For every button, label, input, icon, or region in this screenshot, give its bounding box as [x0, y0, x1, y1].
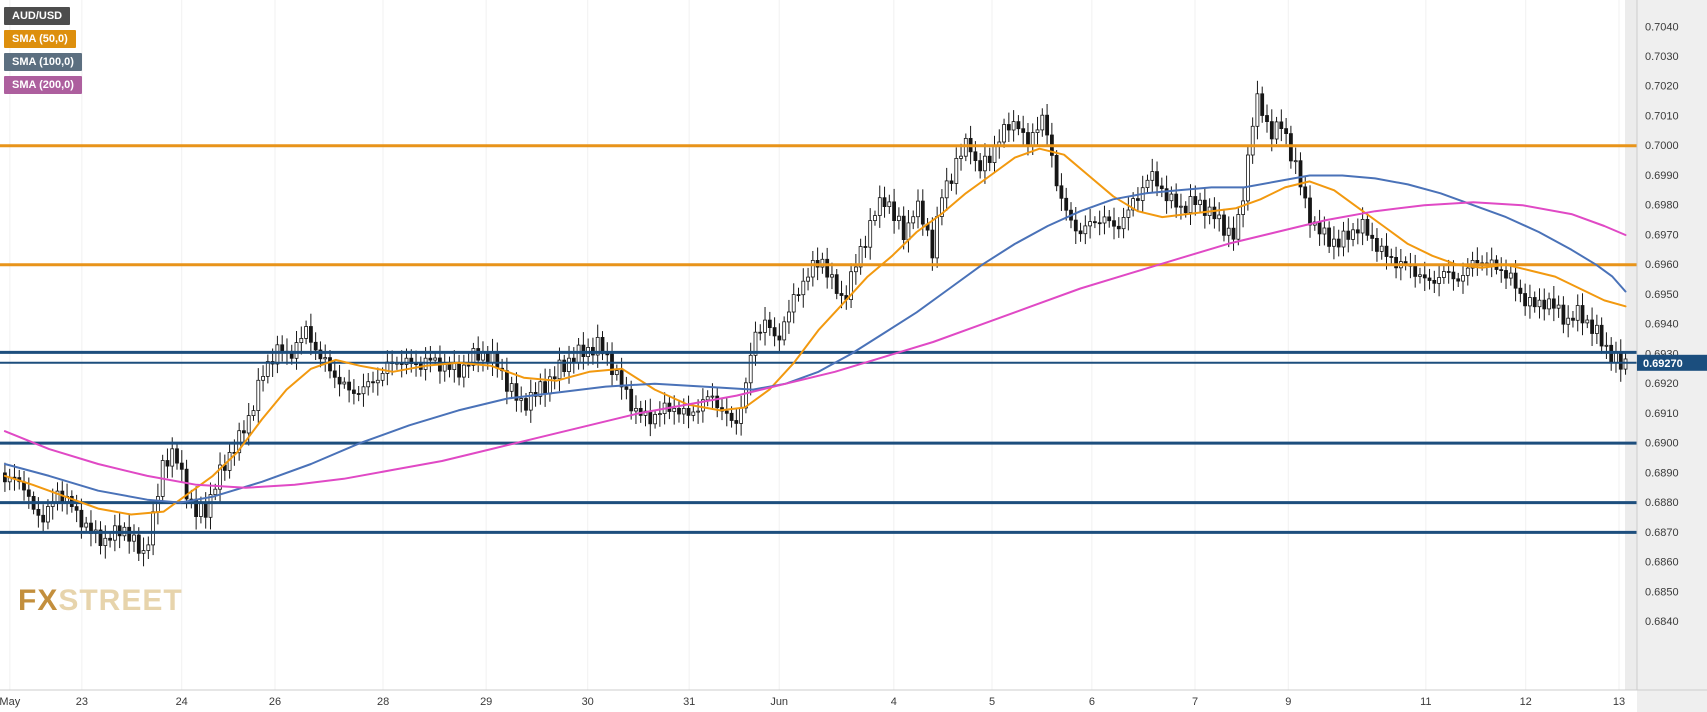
- svg-text:Jun: Jun: [770, 696, 788, 708]
- svg-text:0.6860: 0.6860: [1645, 557, 1679, 569]
- indicator-badge-sma100[interactable]: SMA (100,0): [4, 53, 82, 71]
- svg-text:0.6980: 0.6980: [1645, 200, 1679, 212]
- chart-legend: AUD/USD SMA (50,0) SMA (100,0) SMA (200,…: [4, 7, 82, 94]
- svg-text:11: 11: [1420, 696, 1431, 708]
- svg-text:7: 7: [1192, 696, 1198, 708]
- grid: [9, 0, 1620, 690]
- svg-text:0.6970: 0.6970: [1645, 230, 1679, 242]
- svg-text:0.69270: 0.69270: [1643, 358, 1683, 370]
- svg-text:5: 5: [989, 696, 995, 708]
- indicator-badge-sma200[interactable]: SMA (200,0): [4, 76, 82, 94]
- svg-text:0.6940: 0.6940: [1645, 319, 1679, 331]
- svg-text:0.7000: 0.7000: [1645, 140, 1679, 152]
- y-axis[interactable]: 0.6840 0.6850 0.6860 0.6870 0.6880 0.6890 0.69…: [1645, 21, 1679, 628]
- svg-text:0.7020: 0.7020: [1645, 81, 1679, 93]
- svg-text:4: 4: [891, 696, 897, 708]
- axis-borders: [0, 0, 1707, 691]
- svg-text:0.6870: 0.6870: [1645, 527, 1679, 539]
- svg-text:29: 29: [480, 696, 492, 708]
- svg-text:30: 30: [582, 696, 594, 708]
- svg-text:23: 23: [76, 696, 88, 708]
- svg-text:0.6890: 0.6890: [1645, 467, 1679, 479]
- svg-text:0.6960: 0.6960: [1645, 259, 1679, 271]
- svg-text:0.6840: 0.6840: [1645, 616, 1679, 628]
- sma-lines: [3, 147, 1627, 516]
- current-price-label: 0.69270: [1637, 354, 1707, 371]
- svg-text:13: 13: [1613, 696, 1625, 708]
- svg-text:0.6990: 0.6990: [1645, 170, 1679, 182]
- svg-text:26: 26: [269, 696, 281, 708]
- fxstreet-watermark: FXSTREET: [18, 584, 183, 618]
- svg-text:0.6900: 0.6900: [1645, 438, 1679, 450]
- symbol-badge[interactable]: AUD/USD: [4, 7, 71, 25]
- svg-text:28: 28: [377, 696, 389, 708]
- svg-text:May: May: [0, 696, 21, 708]
- svg-text:0.6850: 0.6850: [1645, 586, 1679, 598]
- svg-text:6: 6: [1089, 696, 1095, 708]
- svg-text:0.6910: 0.6910: [1645, 408, 1679, 420]
- indicator-badge-sma50[interactable]: SMA (50,0): [4, 30, 76, 48]
- svg-text:0.6880: 0.6880: [1645, 497, 1679, 509]
- fxstreet-watermark-street: STREET: [58, 584, 183, 617]
- svg-text:0.6950: 0.6950: [1645, 289, 1679, 301]
- svg-text:9: 9: [1285, 696, 1291, 708]
- svg-text:0.7010: 0.7010: [1645, 111, 1679, 123]
- svg-text:0.6920: 0.6920: [1645, 378, 1679, 390]
- x-axis[interactable]: May 23 24 26 28 29 30 31 Jun 4 5 6 7 9 11 12 13: [0, 696, 1625, 708]
- svg-text:0.7040: 0.7040: [1645, 21, 1679, 33]
- svg-text:31: 31: [683, 696, 695, 708]
- horizontal-price-lines[interactable]: [0, 144, 1637, 534]
- fxstreet-watermark-fx: FX: [18, 584, 59, 617]
- svg-text:0.7030: 0.7030: [1645, 51, 1679, 63]
- svg-text:24: 24: [176, 696, 188, 708]
- svg-text:12: 12: [1520, 696, 1532, 708]
